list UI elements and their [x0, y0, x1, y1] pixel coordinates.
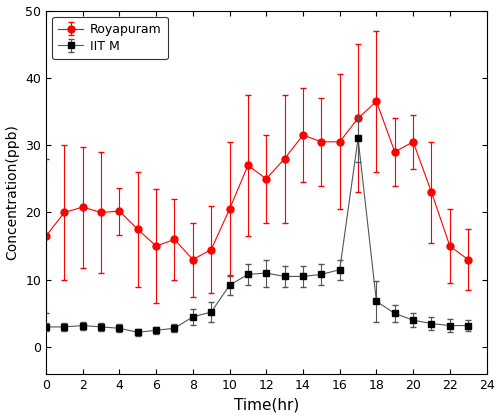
X-axis label: Time(hr): Time(hr)	[234, 398, 299, 413]
Y-axis label: Concentration(ppb): Concentration(ppb)	[6, 124, 20, 260]
Legend: Royapuram, IIT M: Royapuram, IIT M	[52, 17, 168, 59]
